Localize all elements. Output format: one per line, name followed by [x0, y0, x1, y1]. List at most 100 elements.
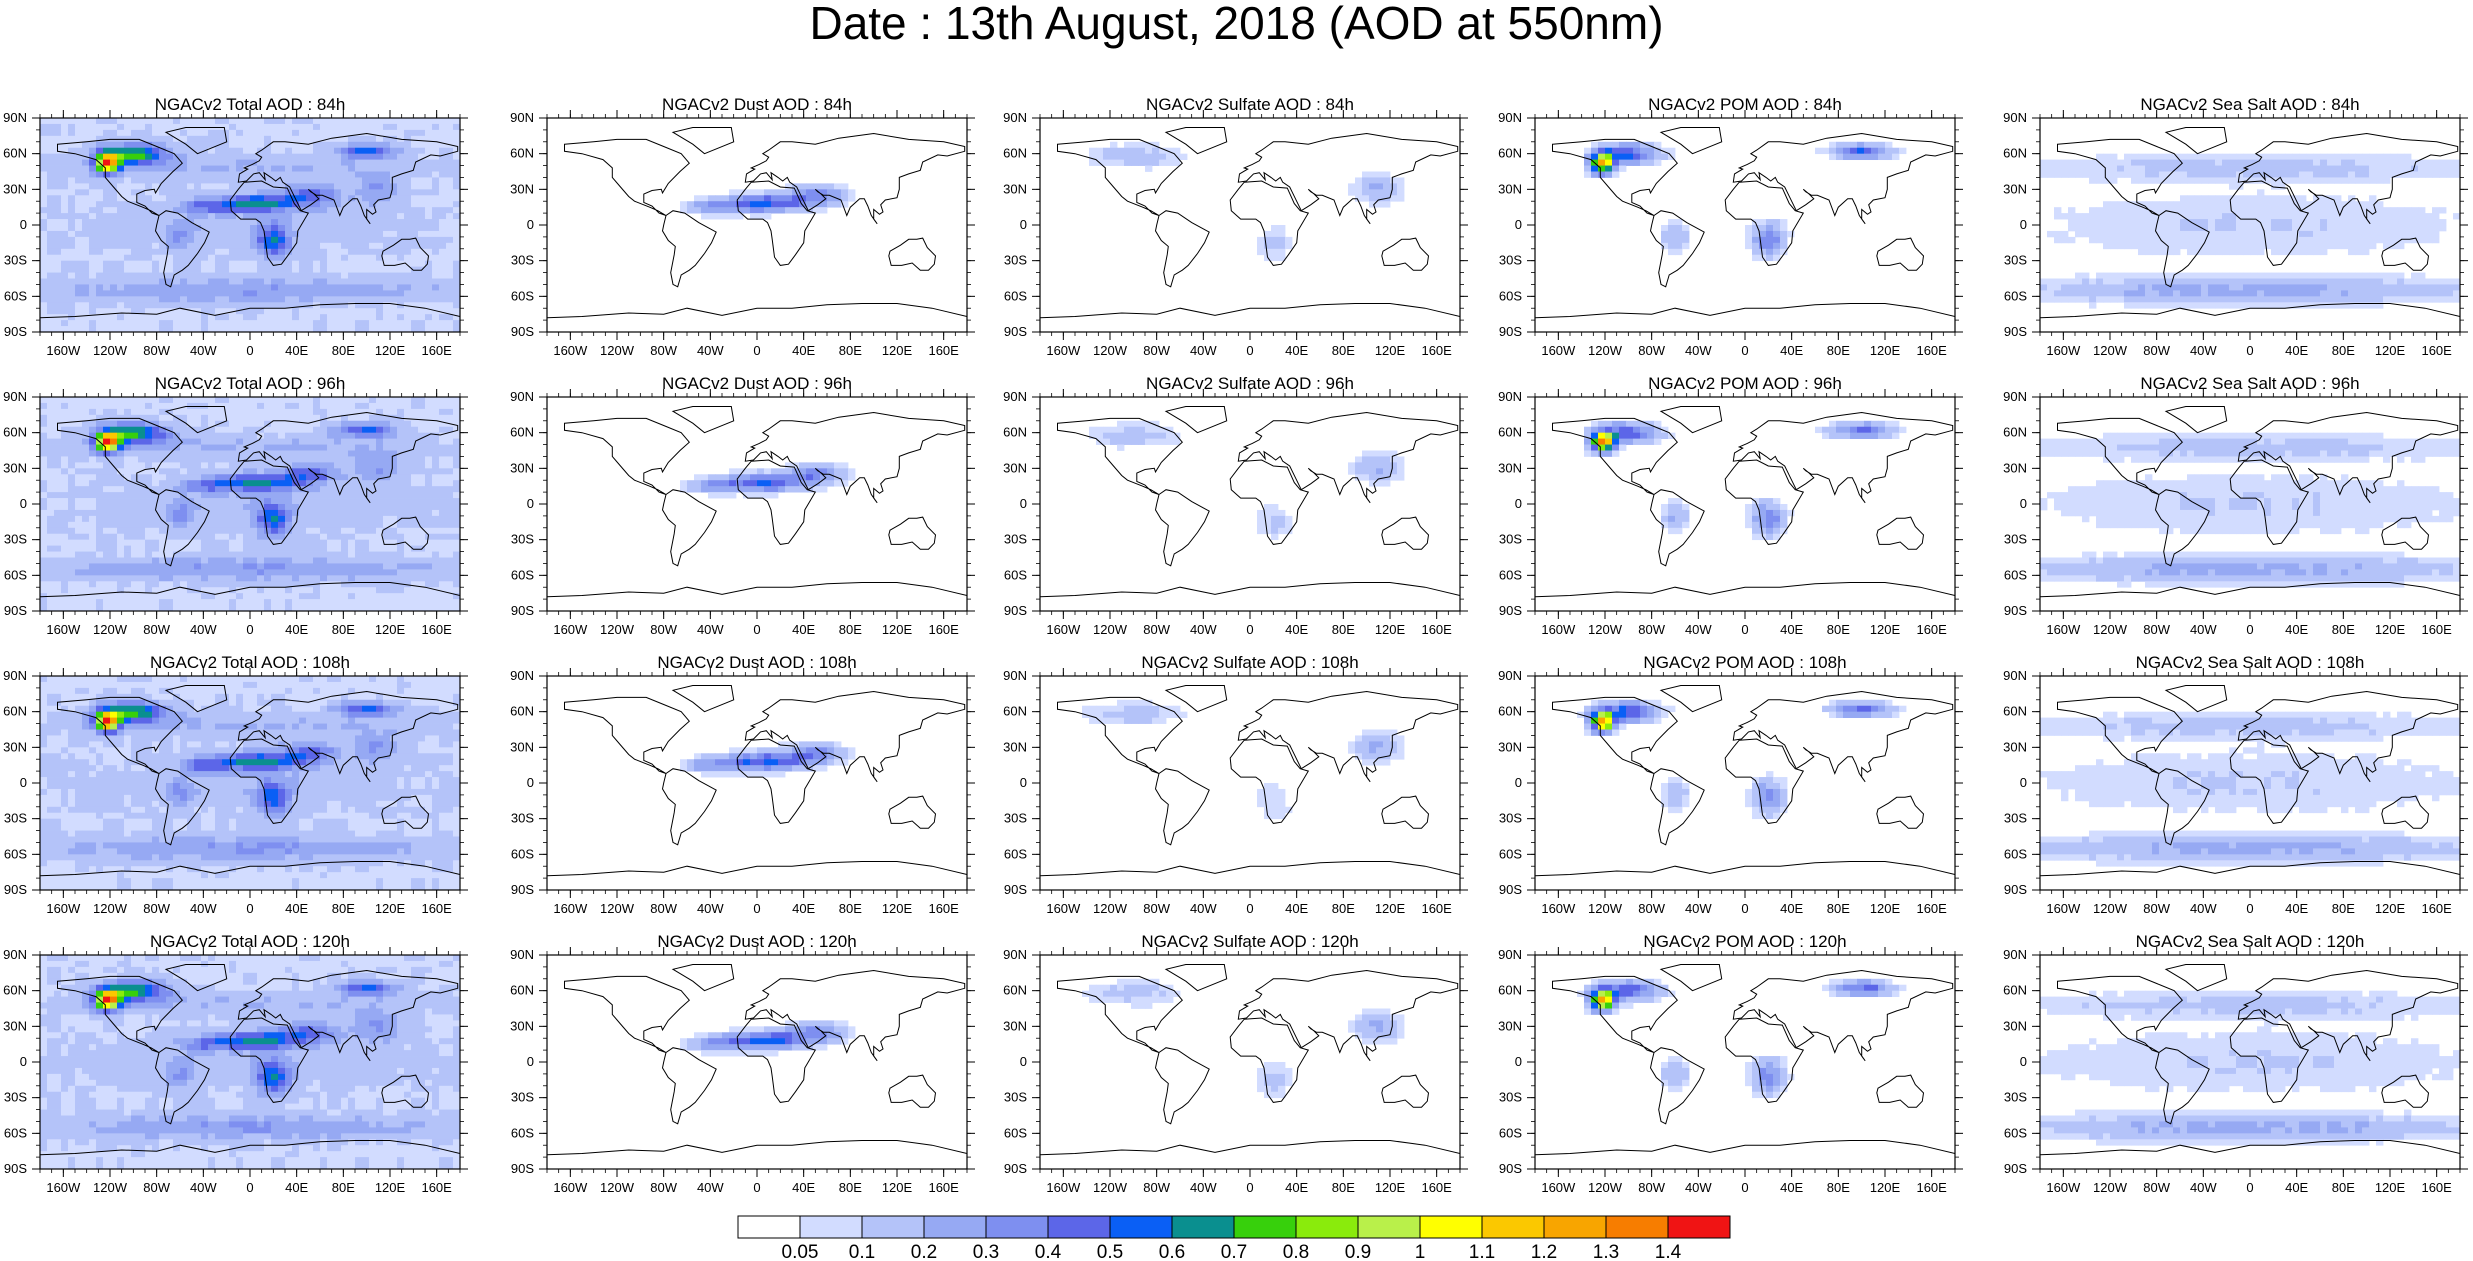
- colorbar-swatch: [861, 1215, 925, 1239]
- coastline: [2381, 1074, 2430, 1108]
- colorbar-swatch: [985, 1215, 1049, 1239]
- lat-tick-label: 30S: [4, 253, 27, 268]
- lat-tick-label: 60S: [4, 288, 27, 303]
- coastline: [1732, 411, 1954, 504]
- coastline: [1724, 459, 1805, 545]
- coastline: [164, 127, 228, 155]
- lon-tick-label: 160W: [46, 901, 81, 916]
- lat-tick-label: 90N: [2003, 110, 2027, 125]
- lat-tick-label: 90N: [510, 389, 534, 404]
- coastline: [1724, 738, 1805, 824]
- coastline: [1732, 690, 1954, 783]
- lon-tick-label: 120E: [1375, 1180, 1406, 1195]
- lon-tick-label: 160W: [553, 622, 588, 637]
- coastline: [744, 969, 966, 1062]
- coastline: [1732, 132, 1954, 225]
- lon-tick-label: 160E: [1916, 622, 1947, 637]
- lon-tick-label: 120E: [1870, 622, 1901, 637]
- lon-tick-label: 80E: [1827, 622, 1850, 637]
- lon-tick-label: 120E: [2375, 1180, 2406, 1195]
- lat-tick-label: 90N: [510, 110, 534, 125]
- lat-tick-label: 90S: [2004, 882, 2027, 897]
- coastline: [1876, 1074, 1925, 1108]
- aod-field: [547, 955, 967, 1169]
- lon-tick-label: 40W: [1190, 343, 1217, 358]
- lat-tick-label: 90N: [3, 668, 27, 683]
- coastline: [1552, 975, 1678, 1053]
- lon-tick-label: 80W: [2143, 343, 2170, 358]
- map-panel: NGACv2 Sulfate AOD : 120h 160W 120W 80W 40W 0…: [1003, 932, 1468, 1195]
- lon-tick-label: 80W: [650, 622, 677, 637]
- lon-tick-label: 80E: [1332, 343, 1355, 358]
- coastline: [1237, 690, 1459, 783]
- lat-tick-label: 90N: [1003, 947, 1027, 962]
- lon-tick-label: 80W: [1638, 1180, 1665, 1195]
- lon-tick-label: 40E: [2285, 343, 2308, 358]
- coastline: [2237, 132, 2459, 225]
- lon-tick-label: 160E: [928, 622, 959, 637]
- lat-tick-label: 60S: [1499, 846, 1522, 861]
- lon-tick-label: 80W: [1143, 622, 1170, 637]
- lon-tick-label: 80E: [2332, 343, 2355, 358]
- lon-tick-label: 40W: [1190, 622, 1217, 637]
- coastline: [154, 489, 210, 567]
- lon-tick-label: 80W: [1143, 1180, 1170, 1195]
- lon-tick-label: 120E: [882, 1180, 913, 1195]
- lon-tick-label: 80E: [332, 1180, 355, 1195]
- lon-tick-label: 80W: [143, 901, 170, 916]
- lon-tick-label: 80E: [332, 343, 355, 358]
- lat-tick-label: 90S: [2004, 324, 2027, 339]
- coastline: [1057, 696, 1183, 774]
- lon-tick-label: 80W: [1638, 901, 1665, 916]
- lon-tick-label: 160E: [928, 901, 959, 916]
- panel-title: NGACv2 Total AOD : 108h: [150, 653, 350, 672]
- lat-tick-label: 30N: [510, 1018, 534, 1033]
- lon-tick-label: 80W: [1638, 343, 1665, 358]
- lat-tick-label: 30S: [1499, 811, 1522, 826]
- lat-tick-label: 60S: [2004, 1125, 2027, 1140]
- map-panel: NGACv2 Sulfate AOD : 96h 160W 120W 80W 40W 0 4…: [1003, 374, 1468, 637]
- lat-tick-label: 0: [1020, 775, 1027, 790]
- lon-tick-label: 40E: [792, 901, 815, 916]
- colorbar-label: 1.4: [1655, 1242, 1682, 1261]
- antarctic-coastline: [40, 861, 460, 877]
- coastline: [1229, 738, 1310, 824]
- lat-tick-label: 30S: [511, 253, 534, 268]
- lat-tick-label: 0: [20, 496, 27, 511]
- lat-tick-label: 90N: [1003, 389, 1027, 404]
- coastline: [1057, 417, 1183, 495]
- lat-tick-label: 60N: [2003, 146, 2027, 161]
- lat-tick-label: 30S: [2004, 811, 2027, 826]
- coastline: [2237, 690, 2459, 783]
- lat-tick-label: 90S: [1499, 882, 1522, 897]
- antarctic-coastline: [547, 861, 967, 877]
- lon-tick-label: 120E: [2375, 343, 2406, 358]
- colorbar-label: 1: [1415, 1242, 1426, 1261]
- lon-tick-label: 40W: [697, 622, 724, 637]
- aod-field: [1535, 955, 1955, 1169]
- panel-title: NGACv2 Sulfate AOD : 84h: [1146, 95, 1354, 114]
- lat-tick-label: 0: [1515, 496, 1522, 511]
- lon-tick-label: 80E: [1827, 343, 1850, 358]
- map-panel: NGACv2 Total AOD : 108h 160W 120W 80W 40W 0 40…: [3, 653, 468, 916]
- lat-tick-label: 30S: [511, 532, 534, 547]
- lat-tick-label: 60S: [511, 1125, 534, 1140]
- lon-tick-label: 80W: [1638, 622, 1665, 637]
- lat-tick-label: 60N: [1498, 146, 1522, 161]
- coastline: [229, 180, 310, 266]
- map-panel: NGACv2 Total AOD : 120h 160W 120W 80W 40W 0 40…: [3, 932, 468, 1195]
- coastline: [1659, 964, 1723, 992]
- lat-tick-label: 60N: [1003, 146, 1027, 161]
- aod-field: [1535, 397, 1955, 611]
- aod-field: [1535, 118, 1955, 332]
- antarctic-coastline: [547, 582, 967, 598]
- lat-tick-label: 30S: [511, 811, 534, 826]
- coastline: [229, 1017, 310, 1103]
- lat-tick-label: 30S: [1004, 811, 1027, 826]
- lon-tick-label: 160W: [2046, 622, 2081, 637]
- coastline: [1381, 516, 1430, 550]
- lat-tick-label: 30N: [3, 1018, 27, 1033]
- lon-tick-label: 80W: [143, 343, 170, 358]
- coastline: [2237, 969, 2459, 1062]
